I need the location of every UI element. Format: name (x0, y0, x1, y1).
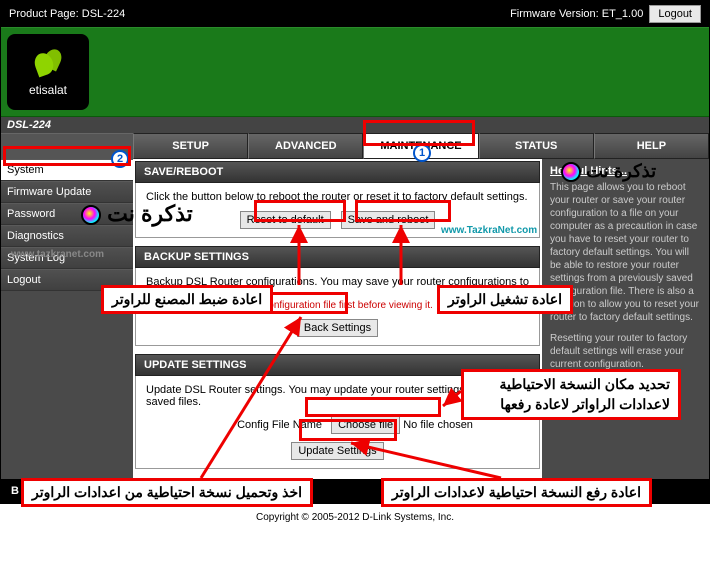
choose-file-button[interactable]: Choose file (331, 416, 400, 434)
page-root: Product Page: DSL-224 Firmware Version: … (0, 0, 710, 504)
save-reboot-title: SAVE/REBOOT (135, 161, 540, 183)
save-reboot-desc: Click the button below to reboot the rou… (146, 191, 529, 203)
top-bar: Product Page: DSL-224 Firmware Version: … (1, 1, 709, 27)
reset-default-button[interactable]: Reset to default (240, 211, 331, 229)
help-panel: Helpful Hints... This page allows you to… (542, 159, 709, 479)
help-p2: Resetting your router to factory default… (550, 332, 701, 371)
config-file-label: Config File Name (202, 419, 322, 431)
tab-maintenance[interactable]: MAINTENANCE (363, 133, 478, 159)
tab-setup[interactable]: SETUP (133, 133, 248, 159)
tab-status[interactable]: STATUS (479, 133, 594, 159)
sidebar-item-diagnostics[interactable]: Diagnostics (1, 225, 133, 247)
product-page-label: Product Page: DSL-224 (9, 8, 125, 20)
backup-title: BACKUP SETTINGS (135, 246, 540, 268)
tab-advanced[interactable]: ADVANCED (248, 133, 363, 159)
sidebar: System Firmware Update Password Diagnost… (1, 159, 133, 479)
help-title: Helpful Hints... (550, 165, 701, 177)
help-p1: This page allows you to reboot your rout… (550, 181, 701, 324)
content: SAVE/REBOOT Click the button below to re… (133, 159, 542, 479)
main: System Firmware Update Password Diagnost… (1, 159, 709, 479)
backup-desc: Backup DSL Router configurations. You ma… (146, 276, 529, 300)
sidebar-item-password[interactable]: Password (1, 203, 133, 225)
nav-spacer (1, 133, 133, 159)
tab-help[interactable]: HELP (594, 133, 709, 159)
etisalat-logo: etisalat (7, 34, 89, 110)
model-row: DSL-224 (1, 117, 709, 133)
model-label: DSL-224 (7, 119, 133, 131)
etisalat-text: etisalat (29, 83, 67, 97)
etisalat-icon (31, 47, 65, 81)
logout-button[interactable]: Logout (649, 5, 701, 23)
sidebar-item-firmware[interactable]: Firmware Update (1, 181, 133, 203)
sidebar-item-systemlog[interactable]: System Log (1, 247, 133, 269)
firmware-label: Firmware Version: ET_1.00 (510, 8, 643, 20)
section-update: UPDATE SETTINGS Update DSL Router settin… (135, 354, 540, 469)
sidebar-item-system[interactable]: System (1, 159, 133, 181)
sidebar-item-logout[interactable]: Logout (1, 269, 133, 291)
backup-settings-button[interactable]: Back Settings (297, 319, 378, 337)
section-backup: BACKUP SETTINGS Backup DSL Router config… (135, 246, 540, 346)
footer-brand: BROADBAND (1, 479, 709, 503)
banner: etisalat (1, 27, 709, 117)
update-settings-button[interactable]: Update Settings (291, 442, 383, 460)
no-file-text: No file chosen (403, 419, 473, 431)
nav-tabs: SETUP ADVANCED MAINTENANCE STATUS HELP (1, 133, 709, 159)
save-reboot-button[interactable]: Save and reboot (341, 211, 436, 229)
section-save-reboot: SAVE/REBOOT Click the button below to re… (135, 161, 540, 238)
copyright: Copyright © 2005-2012 D-Link Systems, In… (0, 504, 710, 531)
help-more-link[interactable]: More... (550, 379, 581, 390)
update-title: UPDATE SETTINGS (135, 354, 540, 376)
update-desc: Update DSL Router settings. You may upda… (146, 384, 529, 408)
backup-note: Note: Please always save configuration f… (146, 300, 529, 311)
